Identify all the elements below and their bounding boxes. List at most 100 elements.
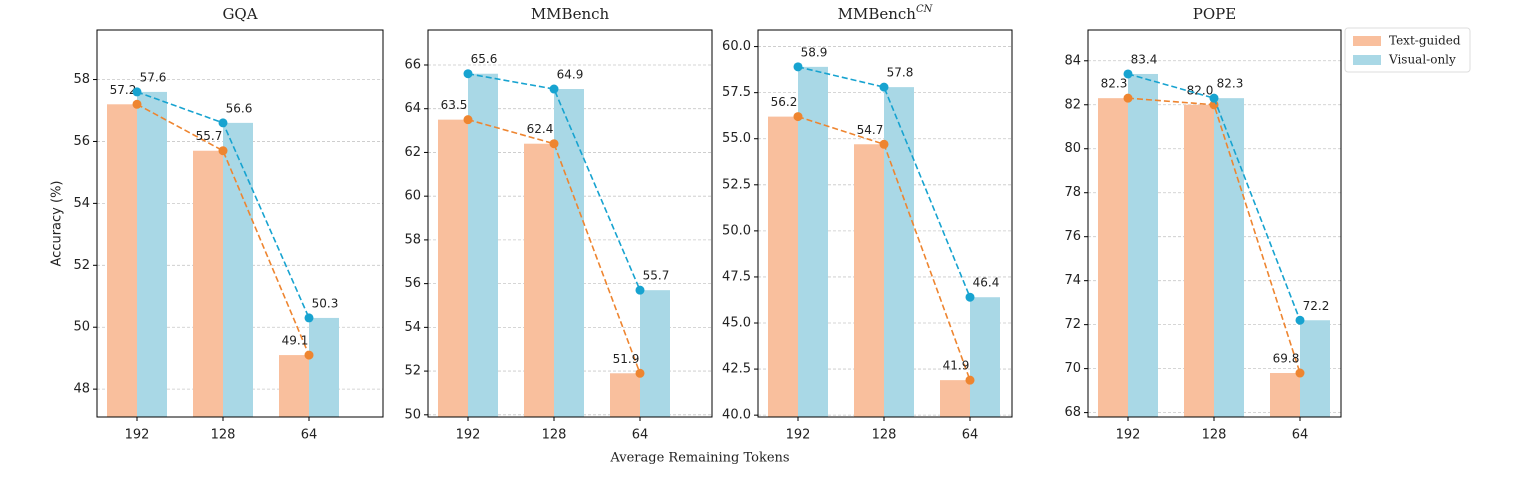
value-label: 62.4 <box>527 122 554 136</box>
value-label: 50.3 <box>312 296 339 310</box>
x-tick-label: 128 <box>542 428 567 443</box>
point <box>132 87 142 97</box>
value-label: 55.7 <box>643 269 670 283</box>
point <box>635 285 645 295</box>
value-label: 65.6 <box>471 52 498 66</box>
y-tick-label: 47.5 <box>722 269 751 284</box>
point <box>304 350 314 360</box>
point <box>1123 69 1133 79</box>
x-tick-label: 192 <box>125 428 150 443</box>
value-label: 54.7 <box>857 123 884 137</box>
y-tick-label: 64 <box>404 101 421 116</box>
y-tick-label: 50.0 <box>722 223 751 238</box>
y-tick-label: 50 <box>404 407 421 422</box>
value-label: 69.8 <box>1273 352 1300 366</box>
y-tick-label: 52.5 <box>722 177 751 192</box>
y-tick-label: 52 <box>404 364 421 379</box>
value-label: 51.9 <box>613 352 640 366</box>
subplot-title: MMBenchCN <box>838 4 934 24</box>
y-tick-label: 40.0 <box>722 408 751 423</box>
y-tick-label: 62 <box>404 145 421 160</box>
point <box>304 313 314 323</box>
value-label: 55.7 <box>196 129 223 143</box>
x-tick-label: 64 <box>632 428 649 443</box>
point <box>1295 368 1305 378</box>
bar <box>1184 104 1214 418</box>
bar <box>1214 98 1244 418</box>
y-tick-label: 58 <box>404 232 421 247</box>
legend-label: Text-guided <box>1389 34 1461 48</box>
bar <box>884 87 914 417</box>
bar <box>107 104 137 417</box>
axes-frame <box>96 29 384 418</box>
bar <box>137 91 167 418</box>
bar <box>640 290 670 417</box>
value-label: 57.6 <box>140 70 167 84</box>
point <box>1123 93 1133 103</box>
bar <box>309 317 339 417</box>
point <box>1295 315 1305 325</box>
value-label: 49.1 <box>282 334 309 348</box>
bar <box>1270 373 1300 417</box>
x-tick-label: 64 <box>1292 428 1309 443</box>
value-label: 41.9 <box>943 359 970 373</box>
y-tick-label: 57.5 <box>722 85 751 100</box>
bar <box>1128 73 1158 418</box>
point <box>793 112 803 122</box>
point <box>549 84 559 94</box>
y-tick-label: 42.5 <box>722 362 751 377</box>
bar <box>798 66 828 417</box>
value-label: 63.5 <box>441 98 468 112</box>
y-tick-label: 66 <box>404 57 421 72</box>
point <box>218 118 228 128</box>
y-tick-label: 55.0 <box>722 131 751 146</box>
point <box>793 62 803 72</box>
point <box>463 115 473 125</box>
title-text: MMBench <box>838 5 917 23</box>
y-tick-label: 82 <box>1064 97 1081 112</box>
bar <box>768 116 798 417</box>
trend-line <box>467 118 641 374</box>
legend-swatch <box>1353 36 1381 46</box>
point <box>879 82 889 92</box>
point <box>879 139 889 149</box>
trend-line <box>136 103 310 356</box>
bar <box>854 144 884 417</box>
trend-line <box>797 66 971 298</box>
y-tick-label: 74 <box>1064 273 1081 288</box>
bar <box>940 380 970 417</box>
value-label: 82.0 <box>1187 83 1214 97</box>
bar <box>1098 98 1128 418</box>
x-tick-label: 192 <box>786 428 811 443</box>
y-tick-label: 70 <box>1064 361 1081 376</box>
legend-label: Visual-only <box>1388 53 1456 67</box>
bar <box>468 73 498 417</box>
subplot-title: GQA <box>222 5 257 23</box>
y-tick-label: 84 <box>1064 53 1081 68</box>
value-label: 57.2 <box>110 83 137 97</box>
value-label: 83.4 <box>1131 52 1158 66</box>
bar <box>223 122 253 417</box>
value-label: 56.6 <box>226 101 253 115</box>
y-tick-label: 68 <box>1064 405 1081 420</box>
trend-line <box>1127 73 1301 321</box>
subplot: 50 52 54 56 58 60 62 64 66 192 128 64 63.5 62.4 51.9 65… <box>404 5 713 443</box>
y-tick-label: 56 <box>404 276 421 291</box>
bar <box>610 373 640 417</box>
y-tick-label: 45.0 <box>722 316 751 331</box>
x-tick-label: 192 <box>1116 428 1141 443</box>
subplot: 48 50 52 54 56 58 192 128 64 57.2 55.7 49.1 57.6 56.6… <box>50 5 384 443</box>
point <box>965 292 975 302</box>
x-tick-label: 64 <box>962 428 979 443</box>
point <box>463 69 473 79</box>
x-tick-label: 128 <box>872 428 897 443</box>
axes-frame <box>1087 29 1342 418</box>
bar <box>279 355 309 417</box>
y-tick-label: 56 <box>73 134 90 149</box>
legend-swatch <box>1353 55 1381 65</box>
y-tick-label: 80 <box>1064 141 1081 156</box>
bar <box>524 143 554 417</box>
value-label: 64.9 <box>557 68 584 82</box>
bar <box>970 297 1000 417</box>
